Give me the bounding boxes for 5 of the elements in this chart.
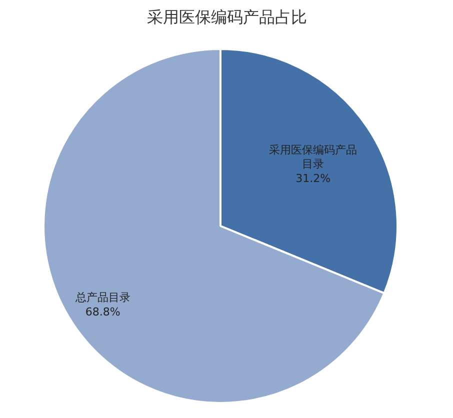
slice-label: 总产品目录 (74, 291, 130, 304)
data-label: 68.8% (85, 305, 120, 318)
chart-title: 采用医保编码产品占比 (147, 8, 307, 26)
data-label: 31.2% (296, 172, 331, 185)
slice-label: 采用医保编码产品目录 (269, 143, 358, 171)
